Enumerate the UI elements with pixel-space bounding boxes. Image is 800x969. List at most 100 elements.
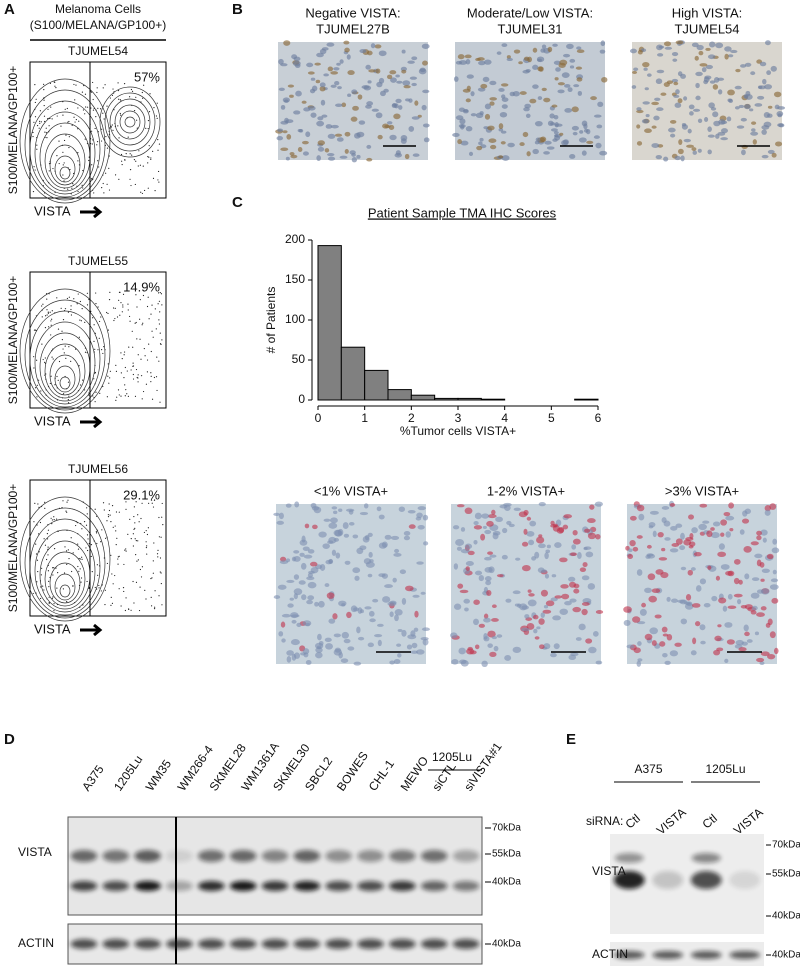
cell	[756, 612, 765, 617]
event-dot	[125, 389, 127, 391]
event-dot	[125, 597, 127, 599]
event-dot	[108, 509, 111, 512]
event-dot	[68, 395, 70, 397]
nucleus	[537, 66, 543, 72]
cell	[460, 527, 466, 532]
cell	[501, 554, 508, 560]
nucleus	[564, 84, 571, 88]
cell	[760, 529, 768, 536]
lane-label: siVISTA#1	[461, 740, 505, 794]
event-dot	[145, 541, 147, 543]
event-dot	[106, 562, 109, 565]
cell	[733, 593, 743, 598]
cell	[489, 554, 497, 558]
cell	[515, 557, 521, 561]
cell	[457, 583, 464, 589]
event-dot	[114, 317, 116, 320]
event-dot	[111, 124, 113, 126]
cell	[658, 557, 668, 561]
cell	[456, 546, 462, 551]
contour	[29, 310, 101, 408]
event-dot	[137, 540, 139, 542]
nucleus	[339, 155, 348, 159]
event-dot	[90, 91, 93, 93]
cell	[331, 549, 337, 556]
band	[613, 951, 645, 959]
event-dot	[71, 570, 73, 573]
event-dot	[109, 97, 112, 99]
nucleus	[637, 49, 643, 55]
event-dot	[80, 581, 82, 583]
event-dot	[77, 293, 79, 295]
event-dot	[107, 312, 109, 315]
event-dot	[150, 381, 152, 383]
event-dot	[125, 550, 127, 552]
cell	[487, 514, 497, 519]
cell	[769, 503, 777, 510]
event-dot	[80, 320, 82, 322]
event-dot	[72, 585, 74, 587]
nucleus	[319, 86, 326, 92]
event-dot	[51, 310, 53, 312]
x-axis-label: %Tumor cells VISTA+	[400, 424, 516, 438]
contour	[24, 299, 106, 411]
event-dot	[63, 180, 65, 182]
contour	[54, 573, 76, 601]
event-dot	[120, 352, 122, 354]
nucleus	[319, 82, 326, 88]
cell	[652, 530, 657, 538]
cell	[538, 534, 543, 538]
event-dot	[35, 553, 38, 555]
cell	[545, 600, 555, 607]
event-dot	[116, 537, 118, 539]
event-dot	[68, 346, 70, 348]
event-dot	[36, 359, 38, 361]
cell	[716, 647, 724, 652]
event-dot	[127, 395, 129, 397]
cell	[772, 569, 777, 575]
band	[420, 850, 448, 862]
event-dot	[99, 108, 102, 110]
nucleus	[518, 61, 523, 65]
cell	[486, 589, 492, 596]
nucleus	[651, 125, 657, 129]
nucleus	[317, 116, 324, 121]
cell	[654, 614, 662, 619]
cell	[552, 615, 561, 621]
event-dot	[47, 570, 50, 572]
cell	[636, 504, 645, 512]
nucleus	[704, 117, 709, 122]
event-dot	[35, 543, 37, 545]
nucleus	[278, 87, 285, 92]
cell	[291, 556, 297, 562]
cell	[724, 658, 729, 664]
lane-label: siCTL	[429, 760, 459, 794]
cell	[310, 502, 317, 509]
nucleus	[375, 68, 381, 74]
cell	[287, 603, 294, 608]
nucleus	[479, 137, 484, 142]
nucleus	[677, 71, 683, 77]
cell	[685, 537, 694, 541]
nucleus	[578, 137, 587, 143]
event-dot	[127, 309, 129, 311]
lane-label: MEWO	[398, 754, 432, 794]
nucleus	[358, 120, 366, 125]
cell	[649, 510, 659, 515]
event-dot	[125, 501, 127, 503]
cell	[309, 561, 318, 567]
event-dot	[99, 392, 101, 394]
nucleus	[522, 131, 529, 138]
event-dot	[66, 600, 68, 603]
contour	[19, 288, 111, 414]
cell	[407, 510, 416, 514]
nucleus	[771, 152, 777, 158]
event-dot	[107, 515, 110, 518]
event-dot	[139, 338, 141, 340]
plot-frame	[29, 271, 167, 409]
cell	[397, 628, 403, 632]
nucleus	[715, 42, 724, 49]
nucleus	[465, 126, 473, 132]
event-dot	[37, 570, 39, 573]
event-dot	[124, 395, 126, 397]
